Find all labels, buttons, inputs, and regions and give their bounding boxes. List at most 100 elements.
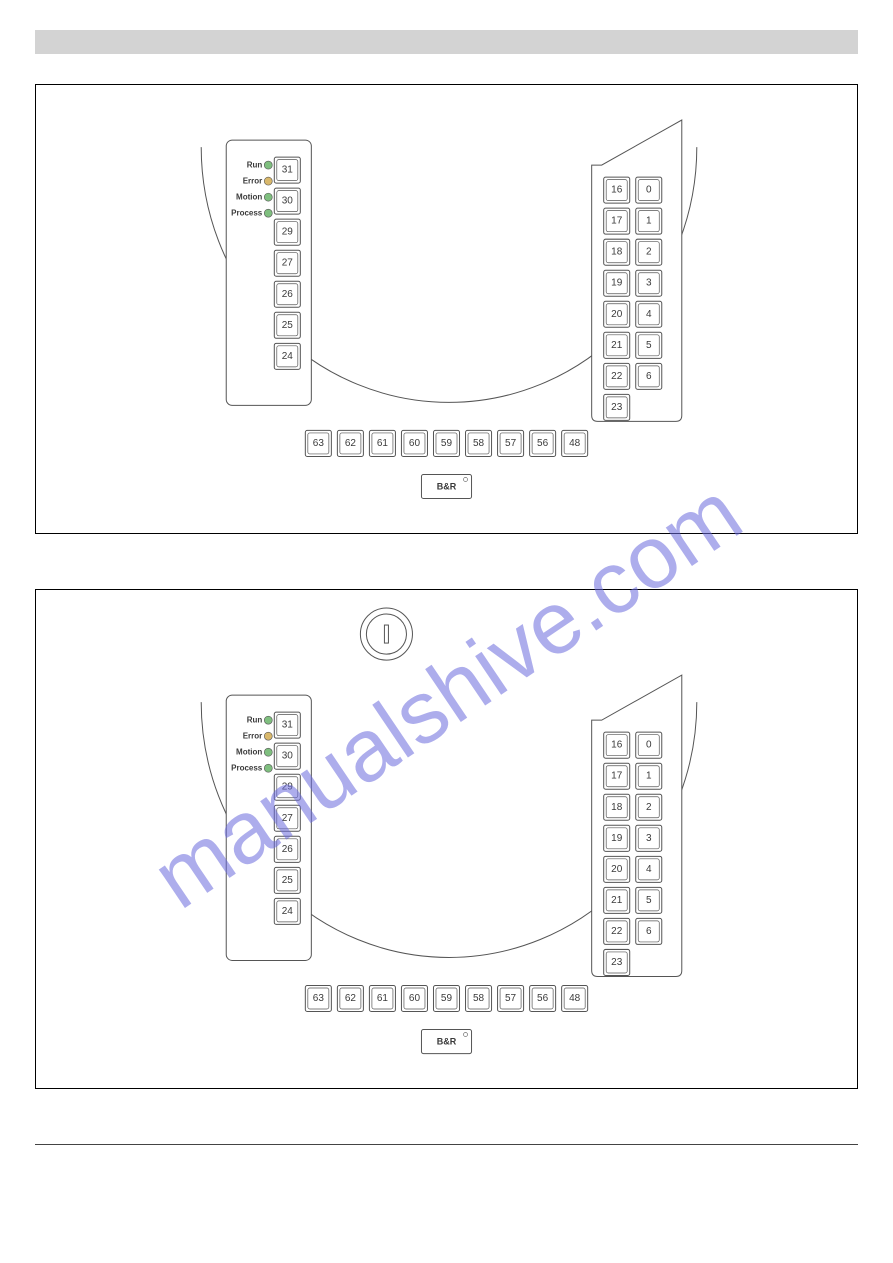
key-22[interactable]: 22 — [604, 363, 630, 389]
key-48[interactable]: 48 — [562, 985, 588, 1011]
key-21[interactable]: 21 — [604, 332, 630, 358]
svg-text:Run: Run — [247, 716, 263, 725]
key-56[interactable]: 56 — [530, 430, 556, 456]
key-56[interactable]: 56 — [530, 985, 556, 1011]
key-20[interactable]: 20 — [604, 856, 630, 882]
header-bar — [35, 30, 858, 54]
key-2[interactable]: 2 — [636, 794, 662, 820]
key-17[interactable]: 17 — [604, 208, 630, 234]
key-20[interactable]: 20 — [604, 301, 630, 327]
svg-text:25: 25 — [282, 320, 294, 331]
key-58[interactable]: 58 — [466, 430, 492, 456]
key-5[interactable]: 5 — [636, 887, 662, 913]
footer-rule — [35, 1144, 858, 1145]
key-23[interactable]: 23 — [604, 394, 630, 420]
led-motion: Motion — [236, 748, 272, 757]
svg-text:Error: Error — [243, 177, 263, 186]
svg-text:2: 2 — [646, 802, 652, 813]
key-4[interactable]: 4 — [636, 856, 662, 882]
svg-text:26: 26 — [282, 844, 294, 855]
svg-text:26: 26 — [282, 289, 294, 300]
svg-text:23: 23 — [611, 957, 623, 968]
key-48[interactable]: 48 — [562, 430, 588, 456]
svg-text:48: 48 — [569, 993, 581, 1004]
svg-text:30: 30 — [282, 196, 294, 207]
key-17[interactable]: 17 — [604, 763, 630, 789]
key-59[interactable]: 59 — [433, 430, 459, 456]
key-0[interactable]: 0 — [636, 732, 662, 758]
figure-2: Run Error Motion Process 31 30 29 — [35, 589, 858, 1089]
key-1[interactable]: 1 — [636, 763, 662, 789]
key-24[interactable]: 24 — [274, 343, 300, 369]
key-26[interactable]: 26 — [274, 281, 300, 307]
key-26[interactable]: 26 — [274, 836, 300, 862]
led-error: Error — [243, 732, 273, 741]
svg-text:24: 24 — [282, 351, 294, 362]
key-6[interactable]: 6 — [636, 363, 662, 389]
svg-text:57: 57 — [505, 438, 517, 449]
key-31[interactable]: 31 — [274, 712, 300, 738]
key-16[interactable]: 16 — [604, 177, 630, 203]
key-27[interactable]: 27 — [274, 250, 300, 276]
key-3[interactable]: 3 — [636, 825, 662, 851]
svg-text:2: 2 — [646, 247, 652, 258]
key-5[interactable]: 5 — [636, 332, 662, 358]
key-4[interactable]: 4 — [636, 301, 662, 327]
svg-text:30: 30 — [282, 751, 294, 762]
svg-text:B&R: B&R — [437, 1037, 457, 1047]
svg-text:4: 4 — [646, 864, 652, 875]
key-23[interactable]: 23 — [604, 949, 630, 975]
svg-text:22: 22 — [611, 926, 623, 937]
key-62[interactable]: 62 — [337, 985, 363, 1011]
svg-text:63: 63 — [313, 993, 325, 1004]
svg-text:19: 19 — [611, 833, 623, 844]
key-21[interactable]: 21 — [604, 887, 630, 913]
logo-plate: B&R — [421, 474, 471, 498]
key-60[interactable]: 60 — [401, 985, 427, 1011]
key-1[interactable]: 1 — [636, 208, 662, 234]
key-57[interactable]: 57 — [498, 985, 524, 1011]
svg-text:3: 3 — [646, 833, 652, 844]
svg-text:29: 29 — [282, 782, 294, 793]
key-63[interactable]: 63 — [305, 985, 331, 1011]
svg-text:Process: Process — [231, 764, 263, 773]
key-61[interactable]: 61 — [369, 985, 395, 1011]
key-0[interactable]: 0 — [636, 177, 662, 203]
led-run: Run — [247, 161, 273, 170]
key-18[interactable]: 18 — [604, 239, 630, 265]
svg-text:20: 20 — [611, 309, 623, 320]
key-switch[interactable] — [360, 608, 412, 660]
key-16[interactable]: 16 — [604, 732, 630, 758]
key-25[interactable]: 25 — [274, 312, 300, 338]
key-24[interactable]: 24 — [274, 898, 300, 924]
key-30[interactable]: 30 — [274, 743, 300, 769]
svg-text:4: 4 — [646, 309, 652, 320]
svg-text:Error: Error — [243, 732, 263, 741]
led-process: Process — [231, 209, 272, 218]
key-25[interactable]: 25 — [274, 867, 300, 893]
key-61[interactable]: 61 — [369, 430, 395, 456]
key-57[interactable]: 57 — [498, 430, 524, 456]
key-30[interactable]: 30 — [274, 188, 300, 214]
key-2[interactable]: 2 — [636, 239, 662, 265]
key-58[interactable]: 58 — [466, 985, 492, 1011]
key-22[interactable]: 22 — [604, 918, 630, 944]
key-3[interactable]: 3 — [636, 270, 662, 296]
svg-text:1: 1 — [646, 216, 652, 227]
key-19[interactable]: 19 — [604, 270, 630, 296]
key-60[interactable]: 60 — [401, 430, 427, 456]
key-63[interactable]: 63 — [305, 430, 331, 456]
key-31[interactable]: 31 — [274, 157, 300, 183]
key-62[interactable]: 62 — [337, 430, 363, 456]
svg-text:Run: Run — [247, 161, 263, 170]
key-18[interactable]: 18 — [604, 794, 630, 820]
key-19[interactable]: 19 — [604, 825, 630, 851]
key-27[interactable]: 27 — [274, 805, 300, 831]
key-6[interactable]: 6 — [636, 918, 662, 944]
key-29[interactable]: 29 — [274, 219, 300, 245]
svg-text:21: 21 — [611, 340, 623, 351]
key-29[interactable]: 29 — [274, 774, 300, 800]
panel-diagram: Run Error Motion Process 31 30 29 — [36, 85, 857, 534]
key-59[interactable]: 59 — [433, 985, 459, 1011]
svg-text:6: 6 — [646, 371, 652, 382]
